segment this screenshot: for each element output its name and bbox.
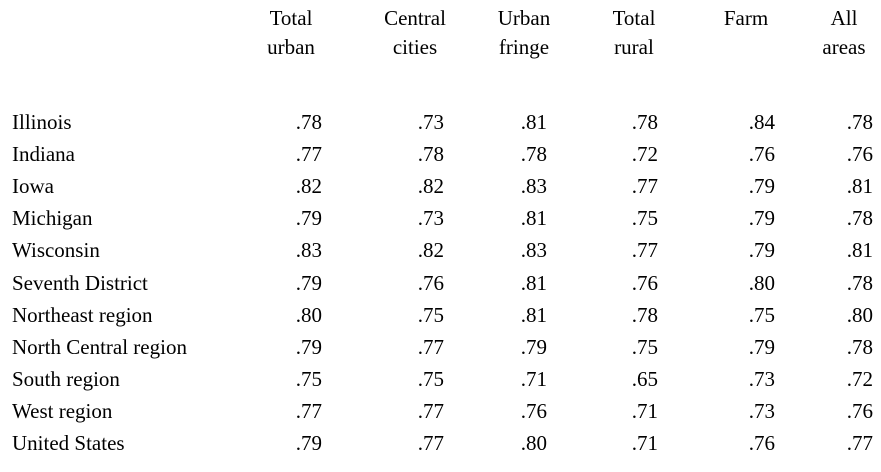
table-cell: .81 bbox=[846, 174, 873, 199]
table-cell: .77 bbox=[417, 398, 444, 423]
table-cell: .76 bbox=[631, 270, 658, 295]
table-cell: .84 bbox=[748, 110, 775, 134]
table-cell: .76 bbox=[846, 142, 873, 167]
table-row: Northeast region .80 .75 .81 .78 .75 .80 bbox=[0, 300, 881, 330]
table-cell: .83 bbox=[520, 174, 547, 199]
row-label: Illinois bbox=[12, 110, 72, 134]
table-cell: .81 bbox=[846, 238, 873, 263]
table-cell: .82 bbox=[295, 174, 322, 199]
table-cell: .79 bbox=[748, 238, 775, 263]
table-cell: .77 bbox=[295, 398, 322, 423]
table-cell: .76 bbox=[748, 431, 775, 455]
table-cell: .78 bbox=[846, 270, 873, 295]
column-header-urban-fringe: Urban fringe bbox=[497, 6, 551, 59]
table-cell: .80 bbox=[295, 302, 322, 327]
table-row: Wisconsin .83 .82 .83 .77 .79 .81 bbox=[0, 235, 881, 265]
table-cell: .73 bbox=[748, 398, 775, 423]
table-cell: .81 bbox=[520, 110, 547, 134]
row-label: Iowa bbox=[12, 174, 54, 199]
table-cell: .71 bbox=[520, 366, 547, 391]
table-cell: .78 bbox=[631, 302, 658, 327]
row-label: United States bbox=[12, 431, 125, 455]
table-row: Michigan .79 .73 .81 .75 .79 .78 bbox=[0, 203, 881, 233]
row-label: North Central region bbox=[12, 334, 187, 359]
row-label: Wisconsin bbox=[12, 238, 100, 263]
table-cell: .78 bbox=[631, 110, 658, 134]
row-label: Northeast region bbox=[12, 302, 153, 327]
table-cell: .79 bbox=[295, 206, 322, 231]
table-cell: .79 bbox=[295, 270, 322, 295]
table-cell: .75 bbox=[748, 302, 775, 327]
table-row: Iowa .82 .82 .83 .77 .79 .81 bbox=[0, 171, 881, 201]
table-row: Seventh District .79 .76 .81 .76 .80 .78 bbox=[0, 268, 881, 298]
table-cell: .81 bbox=[520, 270, 547, 295]
table-cell: .83 bbox=[520, 238, 547, 263]
table-cell: .77 bbox=[417, 334, 444, 359]
table-cell: .75 bbox=[417, 302, 444, 327]
table-row: South region .75 .75 .71 .65 .73 .72 bbox=[0, 364, 881, 394]
table-cell: .75 bbox=[295, 366, 322, 391]
table-row: Indiana .77 .78 .78 .72 .76 .76 bbox=[0, 139, 881, 169]
table-cell: .77 bbox=[631, 238, 658, 263]
table-cell: .75 bbox=[631, 334, 658, 359]
table-cell: .82 bbox=[417, 174, 444, 199]
column-header-total-rural: Total rural bbox=[612, 6, 656, 59]
table-cell: .83 bbox=[295, 238, 322, 263]
table-cell: .78 bbox=[295, 110, 322, 134]
table-cell: .77 bbox=[846, 431, 873, 455]
table-cell: .72 bbox=[846, 366, 873, 391]
table-cell: .76 bbox=[520, 398, 547, 423]
table-cell: .73 bbox=[417, 206, 444, 231]
table-cell: .71 bbox=[631, 431, 658, 455]
row-label: Michigan bbox=[12, 206, 93, 231]
table-cell: .77 bbox=[295, 142, 322, 167]
table-cell: .79 bbox=[295, 334, 322, 359]
table-cell: .75 bbox=[631, 206, 658, 231]
table-cell: .72 bbox=[631, 142, 658, 167]
column-header-all-areas: All areas bbox=[822, 6, 866, 59]
table-row: Illinois .78 .73 .81 .78 .84 .78 bbox=[0, 107, 881, 137]
table-cell: .77 bbox=[417, 431, 444, 455]
row-label: South region bbox=[12, 366, 120, 391]
table-cell: .78 bbox=[846, 110, 873, 134]
column-header-central-cities: Central cities bbox=[384, 6, 446, 59]
table-row: North Central region .79 .77 .79 .75 .79 .78 bbox=[0, 332, 881, 362]
table-cell: .79 bbox=[295, 431, 322, 455]
table-cell: .79 bbox=[748, 334, 775, 359]
table-cell: .78 bbox=[520, 142, 547, 167]
table-cell: .73 bbox=[748, 366, 775, 391]
column-header-total-urban: Total urban bbox=[267, 6, 315, 59]
row-label: Seventh District bbox=[12, 270, 148, 295]
table-cell: .65 bbox=[631, 366, 658, 391]
column-header-farm: Farm bbox=[723, 6, 769, 30]
row-label: Indiana bbox=[12, 142, 75, 167]
table-cell: .79 bbox=[748, 206, 775, 231]
table-cell: .80 bbox=[748, 270, 775, 295]
table-cell: .82 bbox=[417, 238, 444, 263]
table-cell: .78 bbox=[846, 334, 873, 359]
table-cell: .73 bbox=[417, 110, 444, 134]
table-cell: .76 bbox=[748, 142, 775, 167]
table-cell: .78 bbox=[417, 142, 444, 167]
table-cell: .77 bbox=[631, 174, 658, 199]
table-cell: .80 bbox=[846, 302, 873, 327]
table-cell: .78 bbox=[846, 206, 873, 231]
table-cell: .76 bbox=[417, 270, 444, 295]
table-cell: .79 bbox=[520, 334, 547, 359]
row-label: West region bbox=[12, 398, 113, 423]
table-cell: .71 bbox=[631, 398, 658, 423]
table-cell: .79 bbox=[748, 174, 775, 199]
table-cell: .81 bbox=[520, 206, 547, 231]
table-cell: .80 bbox=[520, 431, 547, 455]
table-row: West region .77 .77 .76 .71 .73 .76 bbox=[0, 396, 881, 426]
table-cell: .81 bbox=[520, 302, 547, 327]
table-row: United States .79 .77 .80 .71 .76 .77 bbox=[0, 428, 881, 458]
table-cell: .76 bbox=[846, 398, 873, 423]
table-cell: .75 bbox=[417, 366, 444, 391]
